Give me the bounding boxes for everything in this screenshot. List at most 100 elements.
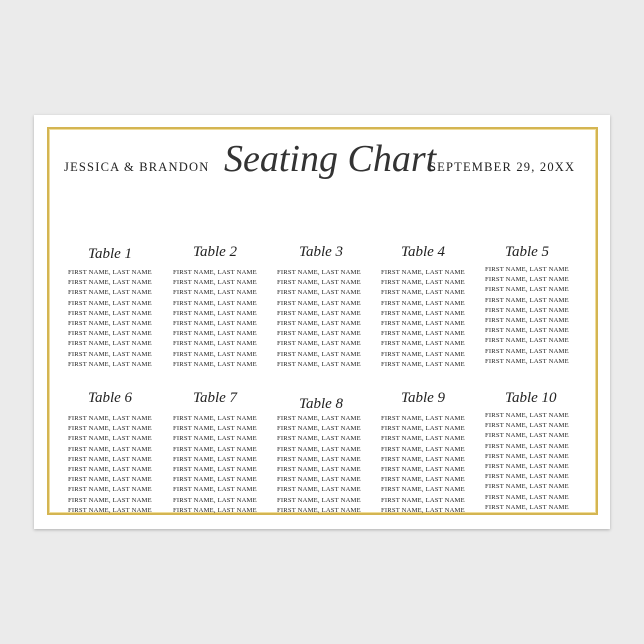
guest-name: FIRST NAME, LAST NAME: [277, 360, 361, 368]
guest-name: FIRST NAME, LAST NAME: [485, 452, 569, 460]
guest-name: FIRST NAME, LAST NAME: [68, 309, 152, 317]
guest-name: FIRST NAME, LAST NAME: [68, 299, 152, 307]
guest-name: FIRST NAME, LAST NAME: [277, 496, 361, 504]
guest-name: FIRST NAME, LAST NAME: [381, 455, 465, 463]
guest-name: FIRST NAME, LAST NAME: [485, 412, 569, 419]
guest-name: FIRST NAME, LAST NAME: [277, 299, 361, 307]
table-title: Table 4: [401, 244, 446, 260]
guest-name: FIRST NAME, LAST NAME: [381, 320, 465, 327]
table-title: Table 3: [299, 244, 344, 260]
guest-name: FIRST NAME, LAST NAME: [381, 445, 465, 453]
guest-name: FIRST NAME, LAST NAME: [277, 289, 361, 297]
guest-name: FIRST NAME, LAST NAME: [173, 455, 257, 463]
table-title: Table 2: [193, 244, 238, 260]
guest-name: FIRST NAME, LAST NAME: [277, 476, 361, 484]
guest-name: FIRST NAME, LAST NAME: [277, 279, 361, 287]
poster-title: Seating Chart: [224, 138, 437, 180]
guest-name: FIRST NAME, LAST NAME: [68, 486, 152, 494]
guest-name: FIRST NAME, LAST NAME: [173, 486, 257, 494]
guest-name: FIRST NAME, LAST NAME: [381, 360, 465, 368]
guest-name: FIRST NAME, LAST NAME: [485, 503, 569, 511]
table-title: Table 10: [505, 390, 557, 406]
guest-name: FIRST NAME, LAST NAME: [68, 435, 152, 443]
guest-name: FIRST NAME, LAST NAME: [173, 476, 257, 484]
guest-name: FIRST NAME, LAST NAME: [68, 476, 152, 484]
guest-name: FIRST NAME, LAST NAME: [173, 496, 257, 504]
guest-name: FIRST NAME, LAST NAME: [485, 357, 569, 365]
guest-name: FIRST NAME, LAST NAME: [173, 415, 257, 422]
guest-name: FIRST NAME, LAST NAME: [381, 506, 465, 514]
guest-name: FIRST NAME, LAST NAME: [173, 279, 257, 287]
table-title: Table 1: [88, 246, 133, 262]
guest-name: FIRST NAME, LAST NAME: [485, 493, 569, 501]
guest-name: FIRST NAME, LAST NAME: [173, 330, 257, 338]
guest-name: FIRST NAME, LAST NAME: [68, 466, 152, 473]
guest-name: FIRST NAME, LAST NAME: [173, 506, 257, 514]
guest-name: FIRST NAME, LAST NAME: [485, 306, 569, 314]
guest-name: FIRST NAME, LAST NAME: [277, 269, 361, 276]
guest-name: FIRST NAME, LAST NAME: [277, 486, 361, 494]
guest-name: FIRST NAME, LAST NAME: [381, 486, 465, 494]
guest-name: FIRST NAME, LAST NAME: [68, 279, 152, 287]
guest-name: FIRST NAME, LAST NAME: [68, 445, 152, 453]
guest-name: FIRST NAME, LAST NAME: [173, 340, 257, 348]
table-title: Table 8: [299, 396, 344, 412]
guest-name: FIRST NAME, LAST NAME: [173, 425, 257, 433]
gold-frame: [47, 127, 598, 515]
guest-name: FIRST NAME, LAST NAME: [68, 320, 152, 327]
guest-name: FIRST NAME, LAST NAME: [277, 350, 361, 358]
guest-name: FIRST NAME, LAST NAME: [381, 466, 465, 473]
couple-names: JESSICA & BRANDON: [64, 160, 210, 174]
guest-name: FIRST NAME, LAST NAME: [173, 360, 257, 368]
guest-name: FIRST NAME, LAST NAME: [381, 309, 465, 317]
guest-name: FIRST NAME, LAST NAME: [381, 476, 465, 484]
guest-name: FIRST NAME, LAST NAME: [485, 422, 569, 430]
guest-name: FIRST NAME, LAST NAME: [277, 425, 361, 433]
guest-name: FIRST NAME, LAST NAME: [68, 425, 152, 433]
guest-name: FIRST NAME, LAST NAME: [381, 415, 465, 422]
guest-name: FIRST NAME, LAST NAME: [68, 496, 152, 504]
guest-name: FIRST NAME, LAST NAME: [485, 296, 569, 304]
guest-name: FIRST NAME, LAST NAME: [381, 425, 465, 433]
guest-name: FIRST NAME, LAST NAME: [485, 347, 569, 355]
guest-name: FIRST NAME, LAST NAME: [173, 320, 257, 327]
guest-name: FIRST NAME, LAST NAME: [485, 317, 569, 324]
guest-name: FIRST NAME, LAST NAME: [381, 269, 465, 276]
guest-name: FIRST NAME, LAST NAME: [381, 340, 465, 348]
guest-name: FIRST NAME, LAST NAME: [277, 415, 361, 422]
guest-name: FIRST NAME, LAST NAME: [381, 350, 465, 358]
guest-name: FIRST NAME, LAST NAME: [173, 309, 257, 317]
guest-name: FIRST NAME, LAST NAME: [277, 506, 361, 514]
guest-name: FIRST NAME, LAST NAME: [277, 445, 361, 453]
guest-name: FIRST NAME, LAST NAME: [277, 330, 361, 338]
guest-name: FIRST NAME, LAST NAME: [485, 276, 569, 284]
guest-name: FIRST NAME, LAST NAME: [68, 330, 152, 338]
guest-name: FIRST NAME, LAST NAME: [277, 340, 361, 348]
guest-name: FIRST NAME, LAST NAME: [381, 279, 465, 287]
guest-name: FIRST NAME, LAST NAME: [68, 506, 152, 514]
guest-name: FIRST NAME, LAST NAME: [381, 330, 465, 338]
guest-name: FIRST NAME, LAST NAME: [381, 289, 465, 297]
guest-name: FIRST NAME, LAST NAME: [277, 435, 361, 443]
guest-name: FIRST NAME, LAST NAME: [173, 350, 257, 358]
guest-name: FIRST NAME, LAST NAME: [485, 337, 569, 345]
table-title: Table 7: [193, 390, 238, 406]
guest-name: FIRST NAME, LAST NAME: [68, 269, 152, 276]
guest-name: FIRST NAME, LAST NAME: [173, 289, 257, 297]
guest-name: FIRST NAME, LAST NAME: [485, 463, 569, 470]
guest-name: FIRST NAME, LAST NAME: [381, 299, 465, 307]
event-date: SEPTEMBER 29, 20XX: [429, 160, 576, 174]
guest-name: FIRST NAME, LAST NAME: [277, 309, 361, 317]
table-title: Table 5: [505, 244, 550, 260]
guest-name: FIRST NAME, LAST NAME: [381, 496, 465, 504]
guest-name: FIRST NAME, LAST NAME: [173, 269, 257, 276]
guest-name: FIRST NAME, LAST NAME: [68, 289, 152, 297]
guest-name: FIRST NAME, LAST NAME: [277, 320, 361, 327]
poster: JESSICA & BRANDON Seating Chart SEPTEMBE…: [34, 115, 610, 529]
guest-name: FIRST NAME, LAST NAME: [173, 299, 257, 307]
guest-name: FIRST NAME, LAST NAME: [68, 360, 152, 368]
guest-name: FIRST NAME, LAST NAME: [485, 266, 569, 273]
guest-name: FIRST NAME, LAST NAME: [277, 455, 361, 463]
guest-name: FIRST NAME, LAST NAME: [485, 432, 569, 440]
guest-name: FIRST NAME, LAST NAME: [381, 435, 465, 443]
